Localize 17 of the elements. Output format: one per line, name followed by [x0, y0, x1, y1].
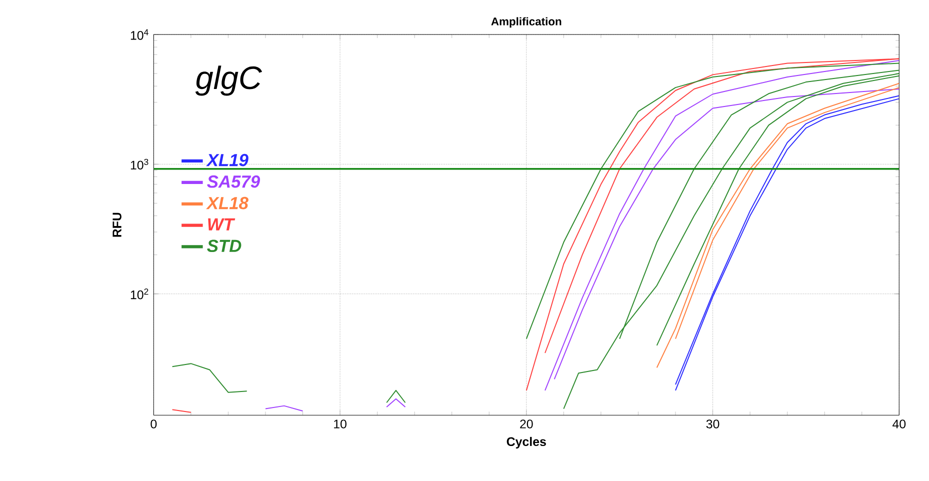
x-tick-label: 40 — [892, 420, 906, 429]
y-tick-label: 10$^{4}$ — [130, 29, 148, 40]
x-tick-label: 20 — [520, 420, 533, 429]
chart-title: Amplification — [491, 17, 562, 28]
legend-label: STD — [207, 240, 242, 252]
legend-label: XL19 — [206, 154, 248, 167]
x-axis-title: Cycles — [506, 437, 546, 449]
x-tick-label: 30 — [706, 420, 720, 429]
y-tick-label: 10$^{3}$ — [130, 159, 148, 170]
y-tick-label: 10$^{2}$ — [130, 288, 148, 300]
legend-label: XL18 — [206, 197, 248, 210]
legend-label: WT — [208, 218, 236, 231]
x-tick-label: 10 — [334, 420, 346, 429]
y-axis-title: RFU — [112, 213, 122, 238]
x-tick-label: 0 — [150, 420, 157, 429]
annotation: glgC — [195, 66, 262, 96]
legend-label: SA579 — [207, 176, 260, 188]
